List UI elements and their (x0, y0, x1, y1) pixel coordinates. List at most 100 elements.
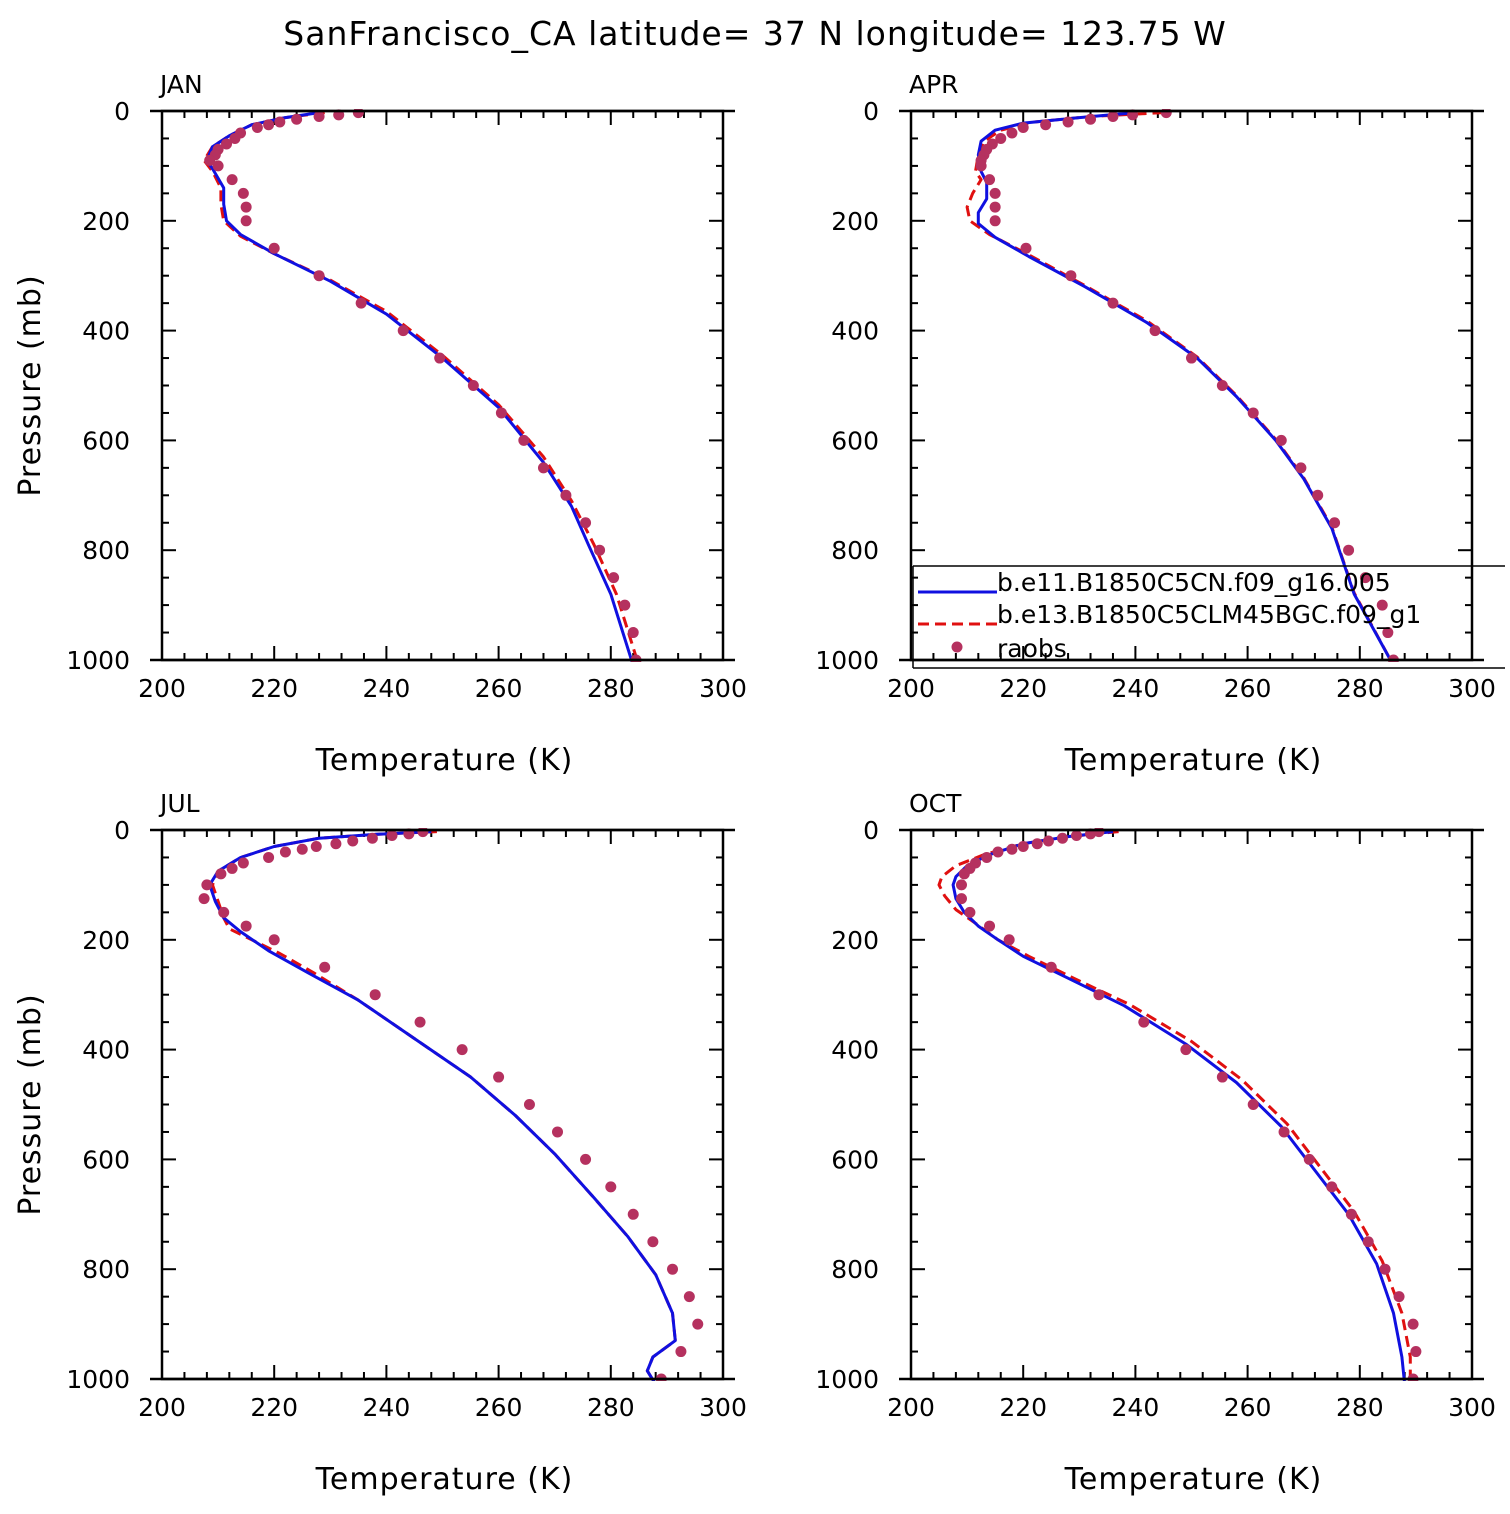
panel-jan-xtick-label: 300 (699, 674, 747, 703)
panel-jan-raobs-point (313, 110, 325, 122)
panel-jan-raobs-point (204, 154, 216, 166)
panel-jan-xlabel: Temperature (K) (315, 743, 574, 778)
panel-jul-raobs-point (268, 934, 280, 946)
panel-jul-raobs-point (456, 1044, 468, 1056)
panel-jul-ticks (161, 829, 724, 1380)
panel-apr-series-b-e11-line (976, 111, 1394, 662)
panel-jan-raobs-point (355, 297, 367, 309)
legend-entry-label: raobs (997, 634, 1067, 663)
panel-jan-raobs-point (627, 627, 639, 639)
panel-jul-raobs-point (237, 857, 249, 869)
panel-jul-raobs-markers (198, 828, 704, 1381)
panel-apr-xtick-label: 260 (1224, 674, 1272, 703)
panel-jul-series-b-e11-line (208, 830, 677, 1381)
panel-oct-raobs-point (981, 851, 993, 863)
panel-oct-raobs-point (955, 879, 967, 891)
panel-jan-raobs-point (434, 352, 446, 364)
panel-jan-raobs-point (251, 121, 263, 133)
panel-oct-raobs-point (1407, 1318, 1419, 1330)
panel-jul-xtick-label: 200 (138, 1393, 186, 1422)
panel-jan-raobs-point (221, 138, 233, 150)
panel-oct-title: OCT (909, 789, 962, 818)
panel-apr-raobs-point (1295, 462, 1307, 474)
panel-apr-raobs-point (1020, 242, 1032, 254)
panel-apr-raobs-point (1329, 517, 1341, 529)
legend-entry-label: b.e11.B1850C5CN.f09_g16.005 (997, 568, 1391, 597)
panel-oct-raobs-point (1093, 989, 1105, 1001)
panel-oct-raobs-point (1031, 838, 1043, 850)
panel-oct-raobs-point (1303, 1153, 1315, 1165)
panel-jul-raobs-point (605, 1181, 617, 1193)
panel-jan-raobs-point (495, 407, 507, 419)
panel-jul-raobs-point (279, 846, 291, 858)
panel-jul-raobs-point (366, 832, 378, 844)
panel-apr-raobs-point (1149, 325, 1161, 337)
panel-apr-raobs-point (975, 160, 987, 172)
panel-oct-raobs-point (1006, 843, 1018, 855)
panel-jan-raobs-point (518, 434, 530, 446)
panel-apr-raobs-point (1343, 544, 1355, 556)
panel-oct-xtick-label: 300 (1448, 1393, 1496, 1422)
panel-jan-raobs-point (560, 489, 572, 501)
panel-jan-xtick-label: 220 (250, 674, 298, 703)
panel-apr-raobs-point (1382, 627, 1394, 639)
panel-jul-raobs-point (296, 843, 308, 855)
panel-jan-series-b-e11-line (205, 111, 634, 662)
panel-jul-raobs-point (319, 961, 331, 973)
panel-jul-ytick-label: 600 (82, 1145, 130, 1174)
panel-jul-raobs-point (493, 1071, 505, 1083)
panel-jul-raobs-point (369, 989, 381, 1001)
panel-oct-ytick-label: 400 (831, 1036, 879, 1065)
panel-oct-raobs-point (955, 893, 967, 905)
panel-jul-raobs-point (675, 1346, 687, 1358)
panel-jul-ytick-label: 1000 (66, 1365, 130, 1394)
panel-apr-raobs-point (989, 187, 1001, 199)
panel-oct-raobs-point (984, 920, 996, 932)
panel-jul-ytick-label: 800 (82, 1255, 130, 1284)
panel-apr-ytick-label: 800 (831, 536, 879, 565)
panel-jan-raobs-markers (204, 109, 642, 662)
panel-jan-raobs-point (467, 380, 479, 391)
panel-oct-xtick-label: 220 (999, 1393, 1047, 1422)
panel-jan-raobs-point (580, 517, 592, 529)
panel-jul-raobs-point (692, 1318, 704, 1330)
panel-apr-xtick-label: 280 (1336, 674, 1384, 703)
panel-oct-raobs-point (1216, 1071, 1228, 1083)
panel-jan-raobs-point (619, 599, 631, 611)
panel-apr-ytick-label: 400 (831, 317, 879, 346)
panel-apr-raobs-markers (975, 109, 1399, 662)
panel-jul-plot-area (198, 828, 704, 1381)
panel-jul-raobs-point (647, 1236, 659, 1248)
panel-jul-ytick-label: 400 (82, 1036, 130, 1065)
panel-jul-raobs-point (263, 851, 275, 863)
panel-apr-raobs-point (984, 174, 996, 186)
panel-oct-raobs-point (1017, 840, 1029, 852)
panel-jan-raobs-point (240, 201, 252, 213)
panel-jan-ytick-label: 200 (82, 207, 130, 236)
panel-oct-raobs-point (1056, 832, 1068, 844)
panel-apr-raobs-point (989, 201, 1001, 213)
panel-jan-ytick-label: 600 (82, 426, 130, 455)
panel-jul-raobs-point (330, 838, 342, 850)
panel-apr-raobs-point (1376, 599, 1388, 611)
panel-jan-xtick-label: 260 (475, 674, 523, 703)
panel-oct-raobs-point (1247, 1099, 1259, 1110)
panel-jan-raobs-point (229, 132, 241, 144)
legend-raobs-marker (951, 641, 963, 653)
panel-jan-raobs-point (397, 325, 409, 337)
panel-apr-ytick-label: 1000 (815, 646, 879, 675)
panel-jul-xtick-label: 240 (363, 1393, 411, 1422)
panel-oct-series-b-e11-line (951, 830, 1406, 1381)
panel-jan-raobs-point (240, 215, 252, 227)
panel-jul-raobs-point (226, 862, 238, 874)
panel-jan-raobs-point (594, 544, 606, 556)
panel-apr-raobs-point (1312, 489, 1324, 501)
panel-oct-ytick-label: 200 (831, 926, 879, 955)
panel-oct-raobs-point (1070, 829, 1082, 841)
panel-apr-raobs-point (1359, 572, 1371, 584)
panel-apr-raobs-point (1216, 380, 1228, 391)
panel-oct-raobs-point (992, 846, 1004, 858)
panel-oct-plot-area (937, 828, 1422, 1381)
panel-jul-raobs-point (215, 868, 227, 880)
